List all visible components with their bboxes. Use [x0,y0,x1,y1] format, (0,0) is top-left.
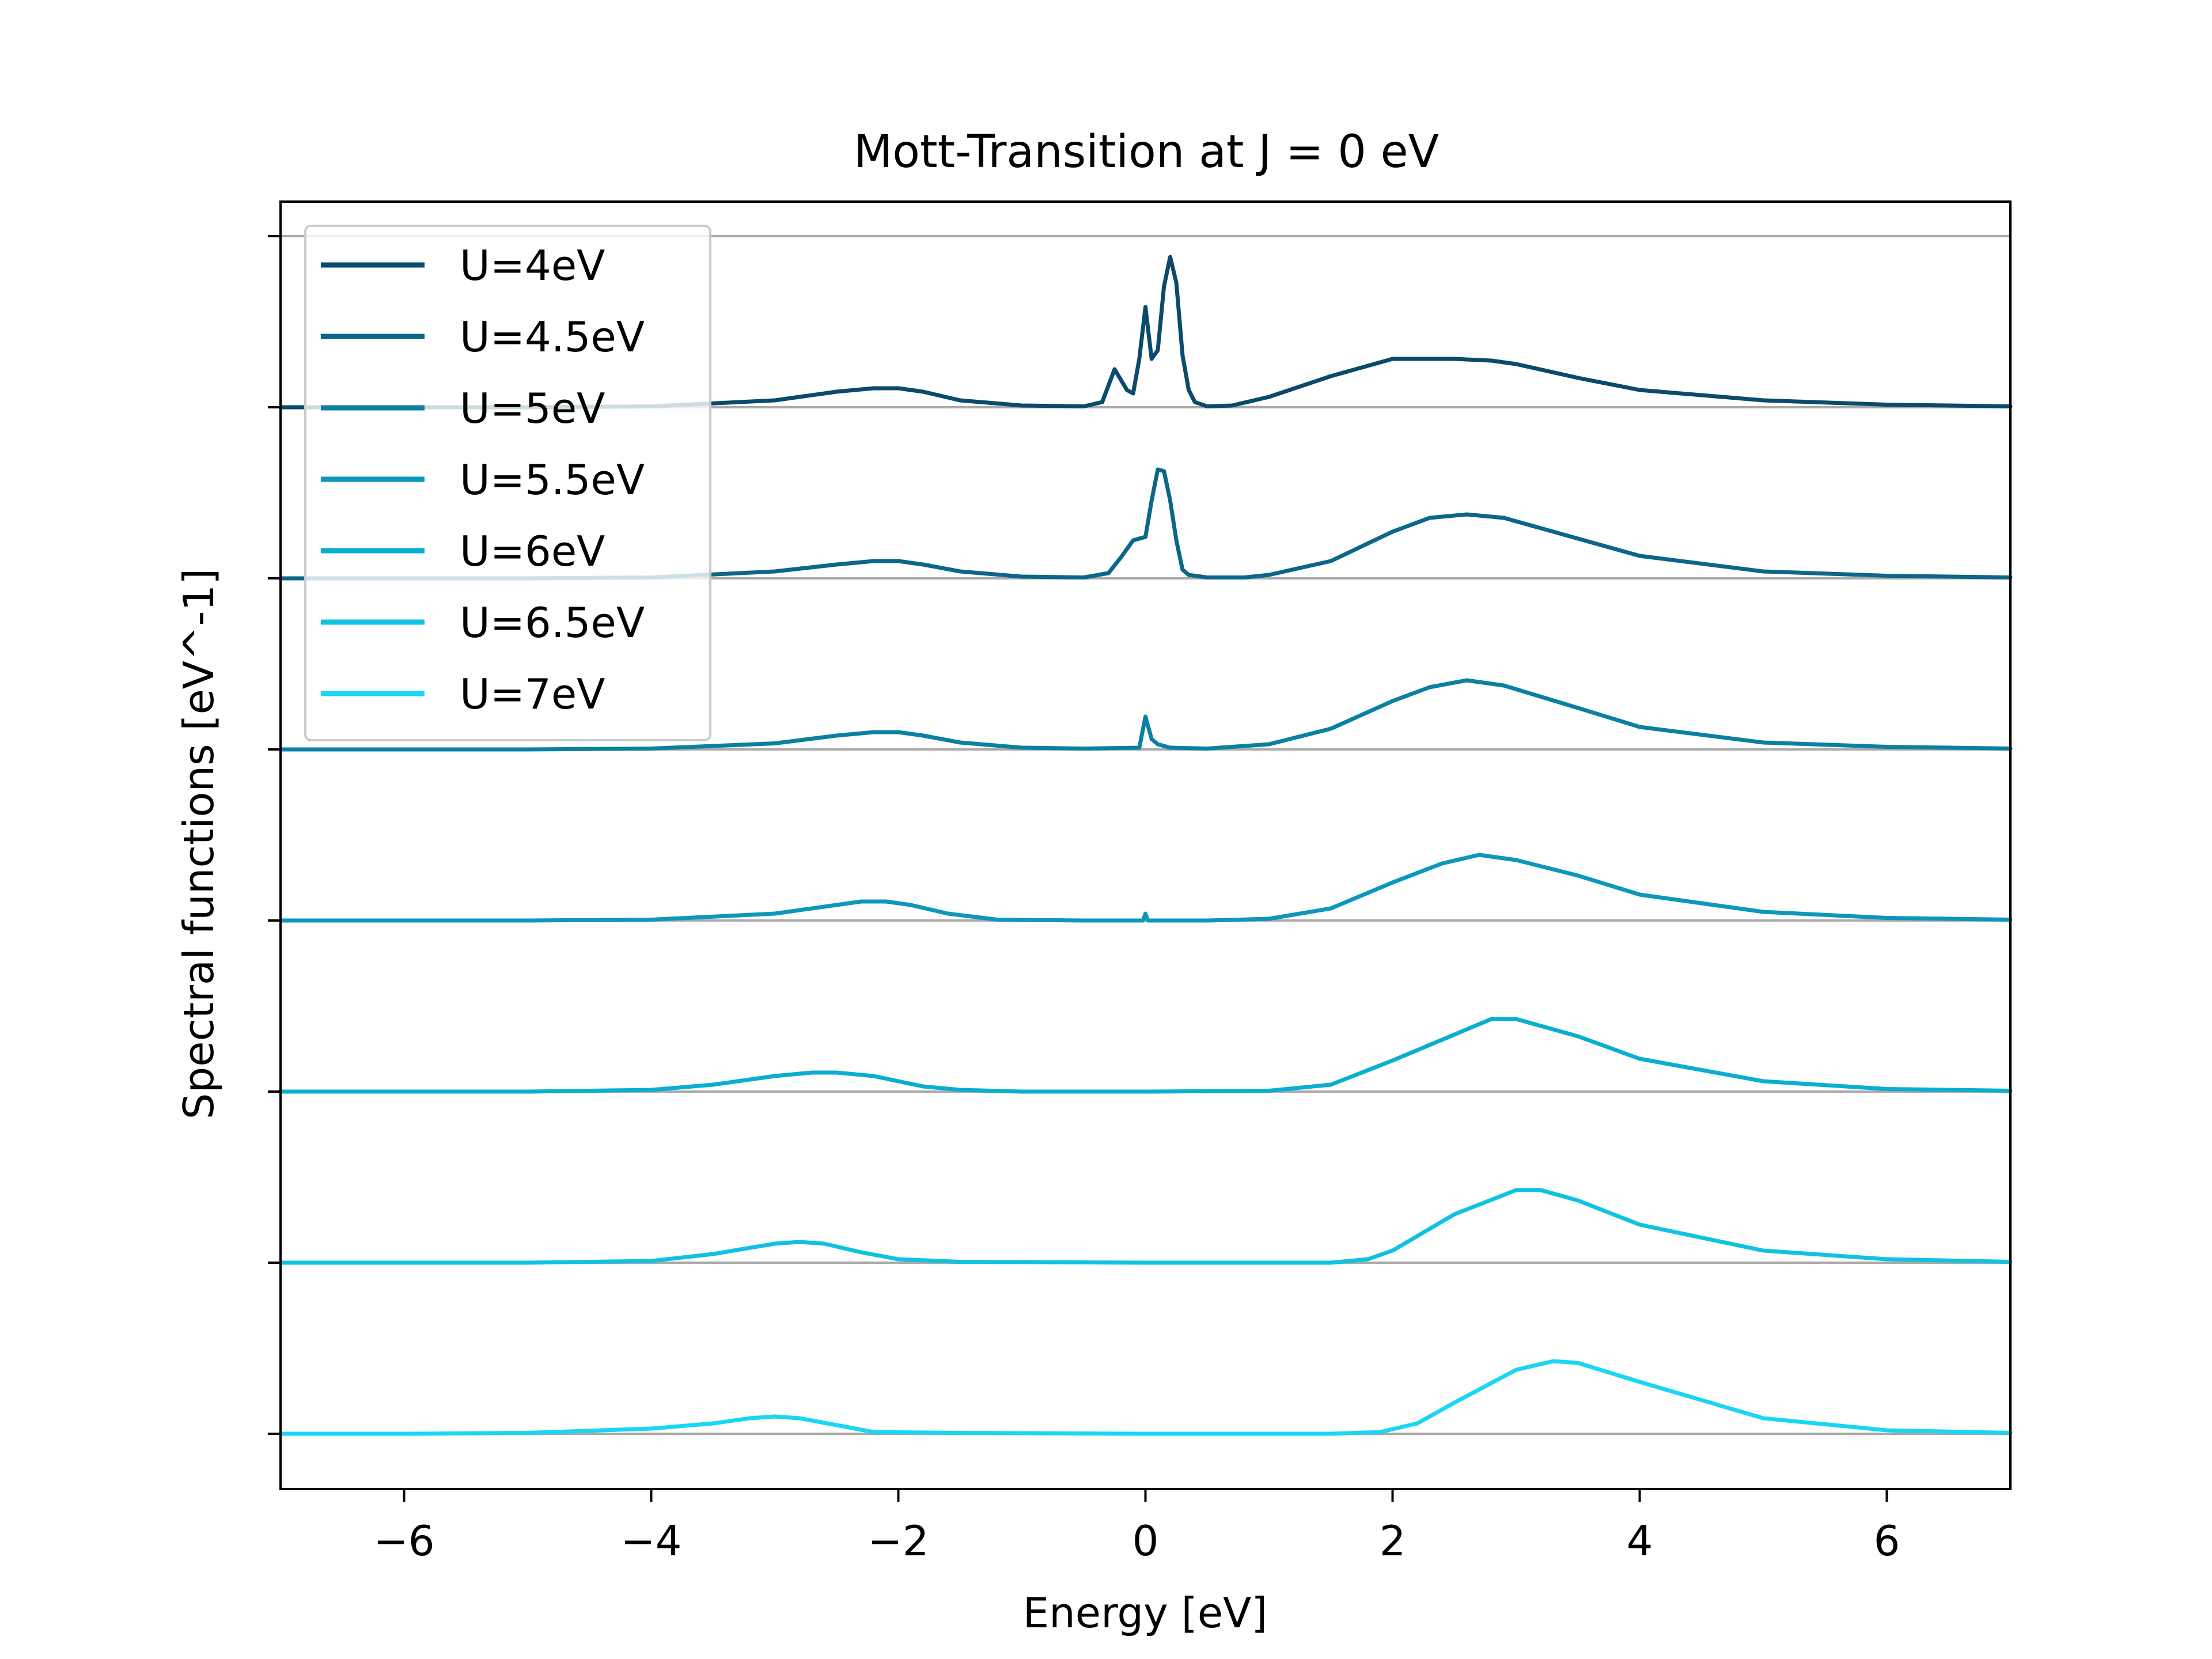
x-tick-label: −4 [620,1517,681,1565]
legend-label: U=4.5eV [460,313,645,361]
series-line [278,255,2013,410]
legend-label: U=5eV [460,384,605,433]
curves [278,255,2013,1436]
series-line [278,1017,2013,1094]
legend-label: U=5.5eV [460,456,645,504]
x-tick-label: 4 [1627,1517,1653,1565]
x-tick-label: 0 [1132,1517,1159,1565]
x-axis-label: Energy [eV] [1023,1589,1268,1637]
x-tick-label: −6 [373,1517,434,1565]
legend-label: U=4eV [460,241,605,290]
legend-box [304,225,711,741]
series-line [278,678,2013,752]
series-line [278,1359,2013,1436]
series-line [278,853,2013,923]
x-tick-label: −2 [868,1517,929,1565]
y-axis-label: Spectral functions [eV^-1] [175,569,223,1120]
x-tick-label: 2 [1380,1517,1406,1565]
legend: U=4eV U=4.5eV U=5eV U=5.5eV U=6eV U=6.5eV U=7e… [304,225,711,741]
legend-label: U=6.5eV [460,599,645,647]
y-ticks [268,235,281,1435]
x-tick-label: 6 [1874,1517,1900,1565]
chart-title: Mott-Transition at J = 0 eV [854,126,1439,178]
legend-label: U=6eV [460,527,605,575]
x-ticks: −6 −4 −2 0 2 4 6 [373,1489,1900,1565]
series-line [278,1188,2013,1265]
series-line [278,467,2013,581]
legend-label: U=7eV [460,670,605,718]
